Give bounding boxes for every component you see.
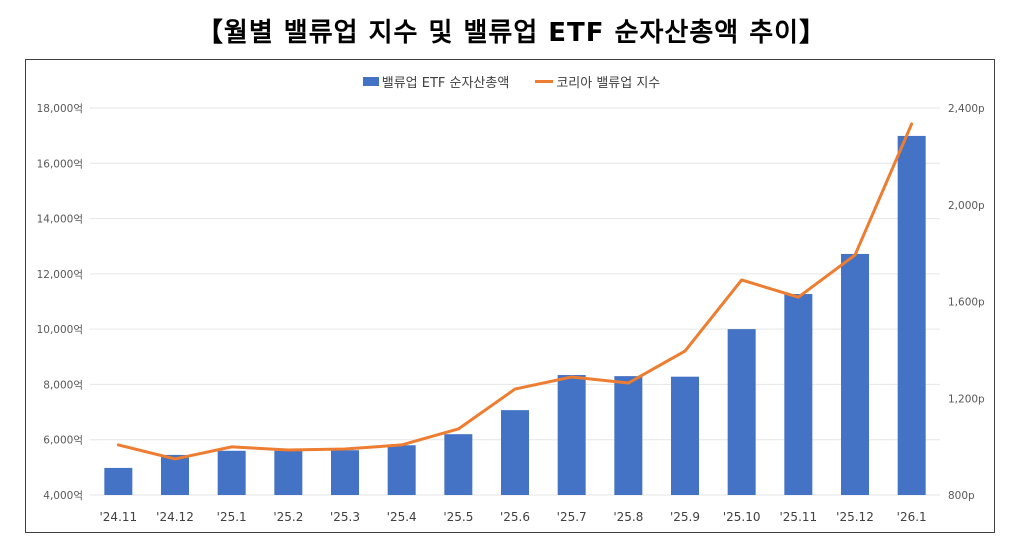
x-axis-tick-label: '25.2 (273, 510, 303, 524)
left-axis-tick-label: 10,000억 (37, 324, 83, 336)
legend-item-index: 코리아 밸류업 지수 (535, 72, 660, 91)
right-axis-tick-label: 1,200p (948, 393, 985, 405)
left-axis-tick-label: 6,000억 (43, 435, 83, 447)
right-axis-tick-label: 2,400p (948, 103, 985, 115)
x-axis-tick-label: '25.9 (670, 510, 700, 524)
legend-item-etf-aum: 밸류업 ETF 순자산총액 (362, 72, 510, 91)
bar-7 (501, 410, 529, 495)
x-axis-tick-label: '24.11 (100, 510, 138, 524)
bar-6 (444, 434, 473, 495)
right-axis-tick-label: 1,600p (948, 297, 985, 309)
bar-0 (104, 467, 133, 495)
legend-label-index: 코리아 밸류업 지수 (556, 76, 661, 91)
x-axis-tick-label: '25.12 (836, 510, 874, 524)
legend-bar-swatch (362, 77, 379, 86)
left-axis-ticks: 4,000억 6,000억 8,000억 10,000억 12,000억 14,000억 1… (37, 103, 83, 502)
right-axis-ticks: 800p 1,200p 1,600p 2,000p 2,400p (948, 103, 985, 502)
legend-label-etf-aum: 밸류업 ETF 순자산총액 (381, 76, 510, 91)
x-axis-ticks: '24.11 '24.12 '25.1 '25.2 '25.3 '25.4 '25.5 '25… (100, 510, 927, 524)
x-axis-tick-label: '25.7 (557, 510, 587, 524)
x-axis-tick-label: '25.10 (723, 510, 761, 524)
line-series (116, 122, 914, 461)
bar-8 (557, 375, 586, 495)
chart-title: 【월별 밸류업 지수 및 밸류업 ETF 순자산총액 추이】 (196, 18, 827, 48)
x-axis-tick-label: '25.3 (330, 510, 360, 524)
right-axis-tick-label: 2,000p (948, 200, 985, 212)
left-axis-tick-label: 12,000억 (37, 269, 83, 281)
x-axis-tick-label: '26.1 (897, 510, 927, 524)
x-axis-tick-label: '25.11 (780, 510, 818, 524)
left-axis-tick-label: 4,000억 (43, 490, 83, 502)
bar-3 (274, 450, 303, 495)
x-axis-tick-label: '24.12 (156, 510, 194, 524)
x-axis-tick-label: '25.8 (613, 510, 643, 524)
legend-line-swatch (535, 80, 554, 83)
left-axis-tick-label: 14,000억 (37, 214, 83, 226)
right-axis-tick-label: 800p (948, 490, 975, 502)
bar-5 (387, 445, 416, 495)
bar-11 (727, 329, 756, 495)
bar-10 (671, 376, 699, 495)
left-axis-tick-label: 16,000억 (37, 158, 83, 170)
bar-14 (897, 135, 926, 495)
bar-4 (331, 450, 359, 495)
bar-12 (784, 294, 813, 495)
x-axis-tick-label: '25.6 (500, 510, 530, 524)
x-axis-tick-label: '25.4 (387, 510, 417, 524)
bar-9 (614, 376, 643, 495)
x-axis-tick-label: '25.5 (443, 510, 473, 524)
x-axis-tick-label: '25.1 (217, 510, 247, 524)
bar-13 (841, 253, 869, 495)
legend: 밸류업 ETF 순자산총액 코리아 밸류업 지수 (0, 72, 1023, 91)
bar-2 (217, 450, 246, 495)
left-axis-tick-label: 8,000억 (43, 379, 83, 391)
bar-series (104, 135, 926, 495)
bar-1 (161, 454, 189, 495)
left-axis-tick-label: 18,000억 (37, 103, 83, 115)
